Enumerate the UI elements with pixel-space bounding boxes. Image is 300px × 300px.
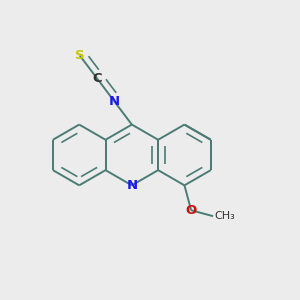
Text: N: N	[126, 179, 137, 192]
Text: C: C	[92, 72, 102, 85]
Text: O: O	[185, 204, 197, 217]
Text: S: S	[75, 49, 85, 62]
Text: N: N	[109, 95, 120, 108]
Text: CH₃: CH₃	[215, 211, 236, 221]
